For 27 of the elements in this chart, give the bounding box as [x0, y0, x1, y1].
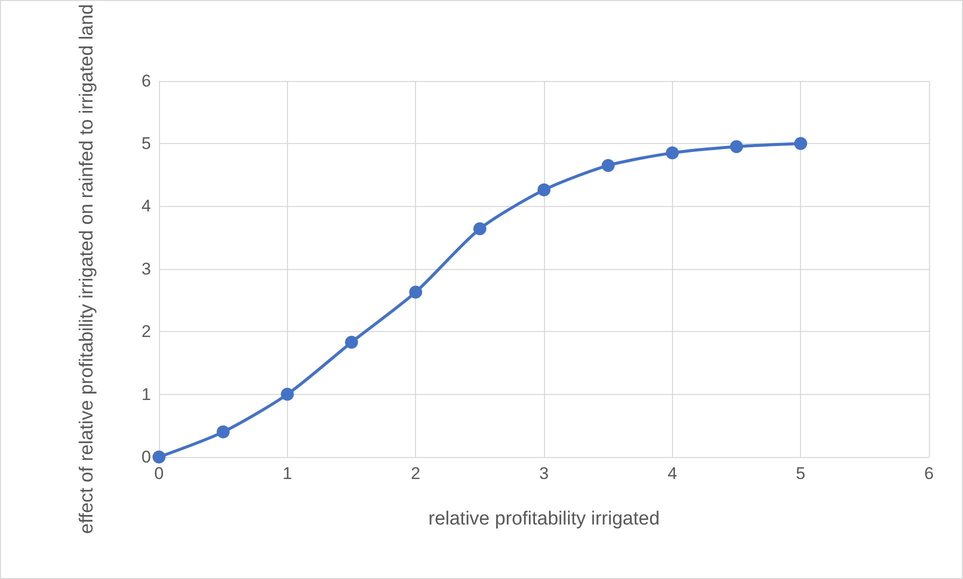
point — [473, 222, 486, 236]
point — [666, 146, 679, 160]
y-tick-label: 3 — [142, 259, 151, 278]
y-tick-label: 0 — [142, 448, 151, 466]
point — [794, 137, 808, 150]
point — [730, 140, 743, 154]
y-axis-title: effect of relative profitability irrigated on rainfed to irrigated land — [76, 4, 98, 534]
x-tick-label: 1 — [282, 464, 292, 483]
y-tick-label: 6 — [142, 71, 151, 90]
x-tick-label: 2 — [410, 464, 420, 483]
y-tick-label: 1 — [142, 384, 151, 404]
point — [602, 158, 615, 172]
point — [152, 450, 166, 464]
point — [538, 183, 550, 196]
x-axis-title: relative profitability irrigated — [428, 508, 660, 530]
y-tick-label: 4 — [142, 196, 151, 216]
y-tick-label: 2 — [142, 322, 151, 342]
x-tick-label: 6 — [924, 464, 934, 483]
x-tick-label: 4 — [668, 464, 678, 483]
point — [345, 336, 358, 349]
y-tick-label: 5 — [142, 134, 151, 154]
x-tick-label: 3 — [539, 464, 549, 483]
x-tick-label: 0 — [154, 464, 164, 483]
x-tick-label: 5 — [796, 464, 806, 483]
point — [216, 425, 230, 438]
point — [409, 286, 422, 299]
point — [280, 388, 294, 401]
